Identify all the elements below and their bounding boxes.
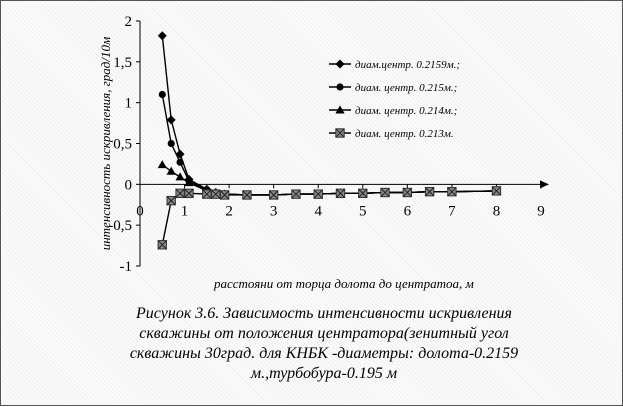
legend-item: диам. центр. 0.214м.; [329, 105, 457, 117]
square-marker-cross [447, 187, 457, 197]
square-marker-cross [166, 196, 176, 206]
square-marker-cross [402, 187, 412, 198]
x-tick-label: 4 [314, 203, 322, 219]
x-tick-label: 0 [136, 203, 144, 219]
square-marker-cross [313, 189, 323, 199]
square-x-marker [335, 188, 346, 199]
square-x-marker [219, 190, 230, 200]
x-tick-label: 2 [225, 203, 233, 219]
x-tick-label: 3 [270, 203, 278, 219]
chart-series [157, 31, 502, 250]
legend-item: диам.центр. 0.2159м.; [329, 59, 460, 71]
square-x-marker [268, 190, 279, 200]
y-axis-label: интенсивность искривления, град/10м [98, 37, 113, 251]
circle-marker [176, 158, 184, 166]
legend-label: диам.центр. 0.2159м.; [355, 59, 460, 71]
square-x-marker [175, 188, 185, 199]
square-marker-cross [425, 187, 435, 197]
x-axis-arrow [540, 180, 549, 189]
triangle-marker [166, 166, 176, 175]
series-4 [157, 186, 502, 250]
square-x-marker [424, 186, 435, 197]
square-x-marker [202, 189, 212, 199]
caption-line: м.,турбобура-0.195 м [250, 365, 398, 382]
square-marker-cross [184, 188, 194, 198]
square-marker-cross [380, 187, 390, 198]
legend-item: диам. центр. 0.213м. [329, 128, 454, 140]
square-marker-cross [335, 128, 345, 138]
x-tick-label: 6 [404, 203, 412, 219]
square-marker-cross [358, 188, 368, 198]
y-tick-label: 0 [125, 177, 133, 193]
chart-axes: 21,510,50-0,5-10 1 2 3 4 5 6 7 8 9 [108, 14, 549, 275]
square-x-marker [166, 195, 176, 206]
square-marker-cross [202, 189, 212, 199]
x-tick-label: 8 [493, 203, 501, 219]
square-x-marker [211, 189, 221, 199]
square-x-marker [447, 186, 457, 197]
square-x-marker [380, 187, 390, 198]
diamond-marker [166, 115, 176, 125]
square-x-marker [242, 190, 252, 200]
square-x-marker [313, 189, 323, 199]
square-x-marker [184, 188, 194, 199]
y-tick-label: -1 [120, 259, 133, 275]
diamond-marker [335, 59, 345, 69]
series-line [161, 190, 497, 245]
chart-legend: диам.центр. 0.2159м.; диам. центр. 0.215м… [329, 59, 460, 140]
diamond-marker [157, 31, 167, 41]
legend-label: диам. центр. 0.213м. [355, 128, 454, 140]
x-tick-label: 9 [537, 203, 545, 219]
x-tick-label: 1 [181, 203, 189, 219]
y-tick-label: -0,5 [108, 218, 132, 234]
circle-marker [167, 139, 175, 148]
figure-caption: Рисунок 3.6. Зависимость интенсивности и… [89, 304, 559, 384]
caption-line: скважины от положения центратора(зенитны… [139, 325, 509, 342]
square-x-marker [358, 188, 368, 199]
square-x-marker [335, 128, 345, 138]
square-marker-cross [291, 189, 301, 199]
square-marker-cross [491, 186, 501, 196]
square-x-marker [491, 186, 502, 196]
caption-line: Рисунок 3.6. Зависимость интенсивности и… [136, 305, 512, 322]
x-tick-label: 5 [359, 203, 367, 219]
square-x-marker [291, 189, 301, 199]
square-marker-cross [242, 190, 252, 200]
circle-marker [336, 83, 344, 91]
y-tick-label: 2 [125, 14, 133, 30]
square-x-marker [157, 240, 167, 250]
triangle-marker [175, 172, 185, 181]
legend-item: диам. центр. 0.215м.; [329, 82, 457, 94]
x-axis-label: расстояни от торца долота до центратоа, … [213, 276, 474, 291]
square-marker-cross [220, 190, 230, 200]
x-tick-label: 7 [448, 203, 456, 219]
legend-label: диам. центр. 0.214м.; [355, 105, 457, 117]
square-marker-cross [335, 188, 346, 198]
y-tick-label: 1,5 [113, 55, 132, 71]
square-marker-cross [211, 189, 221, 199]
legend-label: диам. центр. 0.215м.; [355, 82, 457, 94]
y-tick-label: 1 [125, 96, 133, 112]
square-marker-cross [269, 190, 279, 200]
square-x-marker [402, 187, 413, 198]
y-tick-label: 0,5 [113, 137, 132, 153]
triangle-marker [157, 160, 167, 169]
circle-marker [158, 90, 166, 99]
caption-line: скважины 30град. для КНБК -диаметры: дол… [129, 345, 519, 362]
triangle-marker [184, 178, 194, 187]
square-marker-cross [175, 188, 185, 198]
square-marker-cross [157, 240, 167, 250]
triangle-marker [335, 105, 345, 114]
